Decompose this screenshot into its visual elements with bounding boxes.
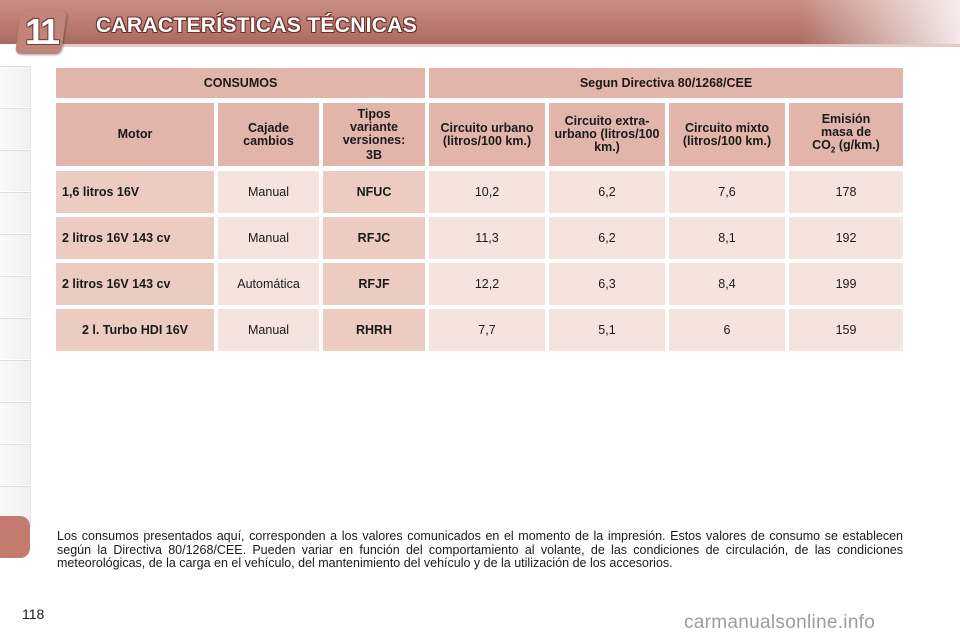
page-title: CARACTERÍSTICAS TÉCNICAS <box>96 14 418 37</box>
row-extra-urban: 6,2 <box>549 217 665 259</box>
chapter-tab[interactable] <box>0 318 31 359</box>
chapter-tab[interactable] <box>0 276 31 317</box>
row-gearbox: Manual <box>218 171 319 213</box>
variant-header-label: Tipos variante versiones: <box>342 106 406 147</box>
row-co2: 192 <box>789 217 903 259</box>
row-engine: 2 litros 16V 143 cv <box>56 217 214 259</box>
row-co2: 178 <box>789 171 903 213</box>
column-header-gearbox: Cajade cambios <box>218 103 319 166</box>
row-engine: 2 litros 16V 143 cv <box>56 263 214 305</box>
chapter-number: 11 <box>24 11 60 52</box>
row-variant: RHRH <box>323 309 425 351</box>
row-mixed: 7,6 <box>669 171 785 213</box>
emission-header-unit: CO2 (g/km.) <box>812 137 880 157</box>
row-variant: RFJC <box>323 217 425 259</box>
co-subscript: 2 <box>830 145 836 155</box>
chapter-tab[interactable] <box>0 234 31 275</box>
group-header-consumos: CONSUMOS <box>56 68 425 98</box>
co-label: CO <box>812 137 831 152</box>
row-extra-urban: 5,1 <box>549 309 665 351</box>
header-band <box>0 0 960 44</box>
row-mixed: 8,1 <box>669 217 785 259</box>
row-co2: 159 <box>789 309 903 351</box>
row-variant: NFUC <box>323 171 425 213</box>
chapter-tab[interactable] <box>0 192 31 233</box>
row-extra-urban: 6,2 <box>549 171 665 213</box>
watermark: carmanualsonline.info <box>684 612 876 633</box>
page-number: 118 <box>22 606 45 622</box>
variant-header-code: 3B <box>366 147 382 162</box>
chapter-tab-active[interactable] <box>0 516 30 558</box>
chapter-tabs <box>0 66 32 536</box>
column-header-urban: Circuito urbano (litros/100 km.) <box>429 103 545 166</box>
chapter-tab[interactable] <box>0 444 31 485</box>
row-mixed: 6 <box>669 309 785 351</box>
row-urban: 11,3 <box>429 217 545 259</box>
row-urban: 10,2 <box>429 171 545 213</box>
chapter-tab[interactable] <box>0 402 31 443</box>
row-gearbox: Automática <box>218 263 319 305</box>
emission-unit-label: (g/km.) <box>838 137 880 152</box>
chapter-tab[interactable] <box>0 108 31 149</box>
chapter-tab[interactable] <box>0 66 31 107</box>
row-mixed: 8,4 <box>669 263 785 305</box>
row-gearbox: Manual <box>218 217 319 259</box>
column-header-motor: Motor <box>56 103 214 166</box>
row-urban: 7,7 <box>429 309 545 351</box>
row-variant: RFJF <box>323 263 425 305</box>
row-engine: 2 l. Turbo HDI 16V <box>56 309 214 351</box>
column-header-emission: Emisión masa de CO2 (g/km.) <box>789 103 903 166</box>
row-urban: 12,2 <box>429 263 545 305</box>
column-header-extra-urban: Circuito extra-urbano (litros/100 km.) <box>549 103 665 166</box>
chapter-tab[interactable] <box>0 150 31 191</box>
chapter-tab[interactable] <box>0 360 31 401</box>
row-co2: 199 <box>789 263 903 305</box>
header-rule <box>30 44 960 47</box>
group-header-directive: Segun Directiva 80/1268/CEE <box>429 68 903 98</box>
header-fade <box>800 0 960 44</box>
row-engine: 1,6 litros 16V <box>56 171 214 213</box>
consumption-note: Los consumos presentados aquí, correspon… <box>57 529 903 570</box>
row-gearbox: Manual <box>218 309 319 351</box>
column-header-variant: Tipos variante versiones: 3B <box>323 103 425 166</box>
row-extra-urban: 6,3 <box>549 263 665 305</box>
emission-header-label: Emisión masa de <box>820 111 872 139</box>
column-header-mixed: Circuito mixto (litros/100 km.) <box>669 103 785 166</box>
